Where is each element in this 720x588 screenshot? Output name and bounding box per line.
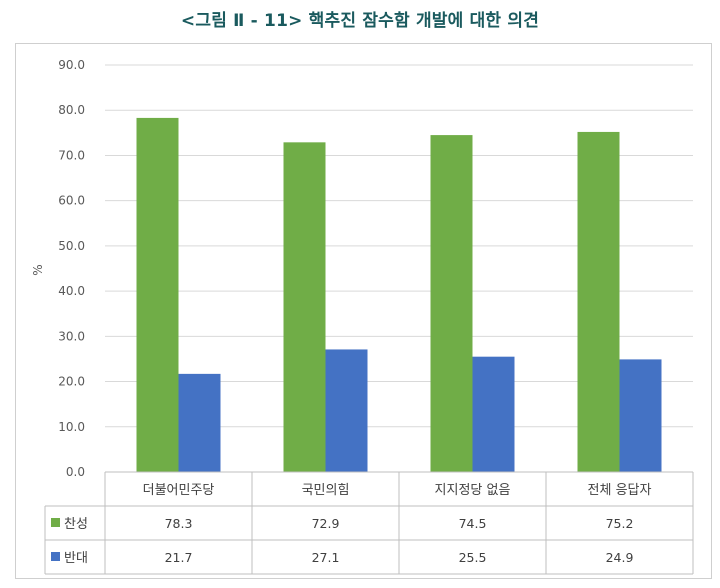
bar-oppose: [178, 373, 221, 472]
y-tick-label: 60.0: [58, 194, 85, 208]
category-label: 더불어민주당: [143, 483, 215, 498]
y-tick-label: 40.0: [58, 284, 85, 298]
legend-swatch: [51, 552, 60, 561]
bar-support: [136, 117, 179, 472]
legend-swatch: [51, 518, 60, 527]
data-label: 74.5: [459, 516, 487, 531]
y-tick-label: 10.0: [58, 420, 85, 434]
y-tick-label: 30.0: [58, 329, 85, 343]
y-axis-ticks: 0.0 10.0 20.0 30.0 40.0 50.0 60.0 70.0 80.0 90.0: [58, 58, 85, 479]
category-label: 전체 응답자: [588, 483, 652, 498]
bar-support: [577, 131, 620, 472]
data-label: 78.3: [165, 516, 193, 531]
y-axis-label: %: [31, 264, 45, 275]
y-tick-label: 0.0: [66, 465, 85, 479]
y-tick-label: 70.0: [58, 148, 85, 162]
y-tick-label: 20.0: [58, 375, 85, 389]
bar-oppose: [619, 359, 662, 472]
figure-title: <그림 Ⅱ - 11> 핵추진 잠수함 개발에 대한 의견: [180, 11, 540, 31]
data-label: 27.1: [312, 550, 340, 565]
y-tick-label: 90.0: [58, 58, 85, 72]
legend-label: 찬성: [64, 517, 88, 532]
bar-oppose: [472, 356, 515, 472]
data-label: 21.7: [165, 550, 193, 565]
bar-oppose: [325, 349, 368, 472]
data-label: 25.5: [459, 550, 487, 565]
y-tick-label: 80.0: [58, 103, 85, 117]
category-label: 국민의힘: [302, 483, 350, 498]
data-label: 75.2: [606, 516, 634, 531]
legend-label: 반대: [64, 551, 88, 566]
bar-support: [430, 135, 473, 472]
bar-support: [283, 142, 326, 472]
y-tick-label: 50.0: [58, 239, 85, 253]
bars: [136, 117, 662, 472]
data-label: 24.9: [606, 550, 634, 565]
category-label: 지지정당 없음: [435, 483, 511, 498]
data-label: 72.9: [312, 516, 340, 531]
